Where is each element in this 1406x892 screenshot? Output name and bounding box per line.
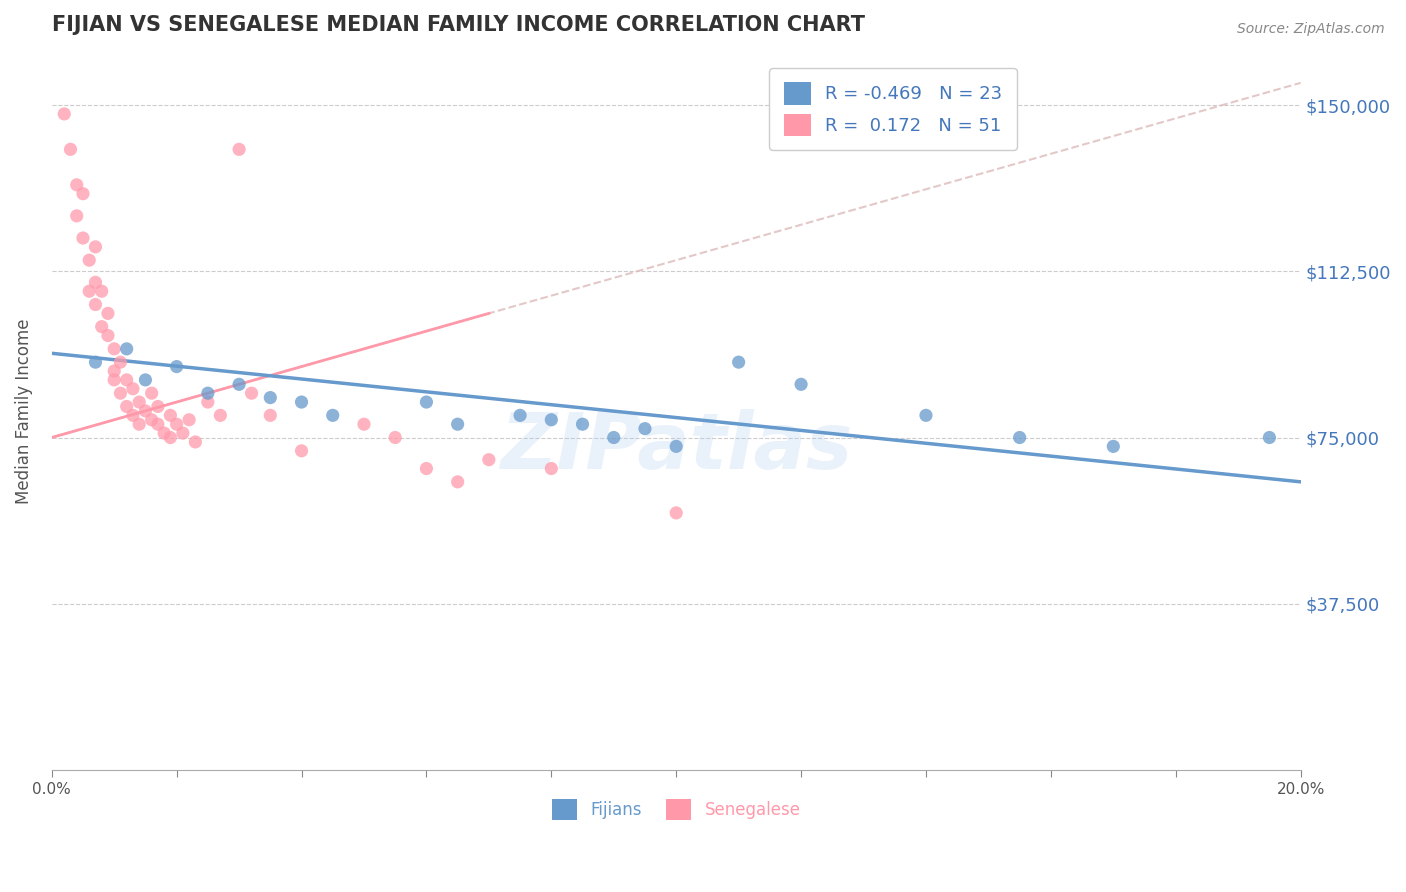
Point: [509, 409, 531, 423]
Point: [415, 395, 437, 409]
Point: [603, 430, 626, 444]
Point: [915, 409, 938, 423]
Point: [90, 319, 112, 334]
Point: [478, 452, 501, 467]
Text: Source: ZipAtlas.com: Source: ZipAtlas.com: [1237, 22, 1385, 37]
Point: [240, 386, 263, 401]
Point: [66, 178, 89, 192]
Point: [209, 409, 232, 423]
Point: [122, 382, 145, 396]
Point: [97, 328, 120, 343]
Point: [415, 461, 437, 475]
Point: [72, 186, 94, 201]
Point: [353, 417, 375, 432]
Point: [228, 377, 250, 392]
Point: [446, 475, 468, 489]
Point: [159, 430, 181, 444]
Point: [103, 342, 125, 356]
Point: [110, 355, 132, 369]
Point: [179, 413, 201, 427]
Point: [134, 373, 156, 387]
Point: [115, 373, 138, 387]
Y-axis label: Median Family Income: Median Family Income: [15, 318, 32, 504]
Point: [446, 417, 468, 432]
Point: [790, 377, 813, 392]
Point: [146, 400, 169, 414]
Text: FIJIAN VS SENEGALESE MEDIAN FAMILY INCOME CORRELATION CHART: FIJIAN VS SENEGALESE MEDIAN FAMILY INCOM…: [52, 15, 865, 35]
Point: [141, 386, 163, 401]
Point: [141, 413, 163, 427]
Point: [84, 240, 107, 254]
Point: [571, 417, 593, 432]
Point: [197, 386, 219, 401]
Point: [665, 439, 688, 453]
Point: [166, 359, 188, 374]
Point: [322, 409, 344, 423]
Point: [197, 395, 219, 409]
Point: [290, 443, 312, 458]
Point: [1258, 430, 1281, 444]
Point: [228, 142, 250, 156]
Point: [172, 426, 194, 441]
Point: [66, 209, 89, 223]
Point: [59, 142, 82, 156]
Point: [77, 253, 100, 268]
Point: [53, 107, 76, 121]
Point: [97, 306, 120, 320]
Point: [1008, 430, 1031, 444]
Point: [103, 373, 125, 387]
Point: [634, 422, 657, 436]
Point: [727, 355, 749, 369]
Point: [84, 276, 107, 290]
Point: [84, 355, 107, 369]
Point: [146, 417, 169, 432]
Point: [115, 342, 138, 356]
Point: [665, 506, 688, 520]
Point: [72, 231, 94, 245]
Text: ZIPatlas: ZIPatlas: [501, 409, 852, 485]
Point: [77, 284, 100, 298]
Point: [540, 413, 562, 427]
Point: [184, 434, 207, 449]
Point: [103, 364, 125, 378]
Point: [128, 395, 150, 409]
Point: [159, 409, 181, 423]
Point: [110, 386, 132, 401]
Point: [122, 409, 145, 423]
Point: [259, 409, 281, 423]
Point: [128, 417, 150, 432]
Point: [384, 430, 406, 444]
Point: [90, 284, 112, 298]
Point: [115, 400, 138, 414]
Point: [166, 417, 188, 432]
Point: [290, 395, 312, 409]
Point: [84, 297, 107, 311]
Point: [259, 391, 281, 405]
Legend: Fijians, Senegalese: Fijians, Senegalese: [546, 793, 807, 826]
Point: [540, 461, 562, 475]
Point: [1102, 439, 1125, 453]
Point: [153, 426, 176, 441]
Point: [134, 404, 156, 418]
